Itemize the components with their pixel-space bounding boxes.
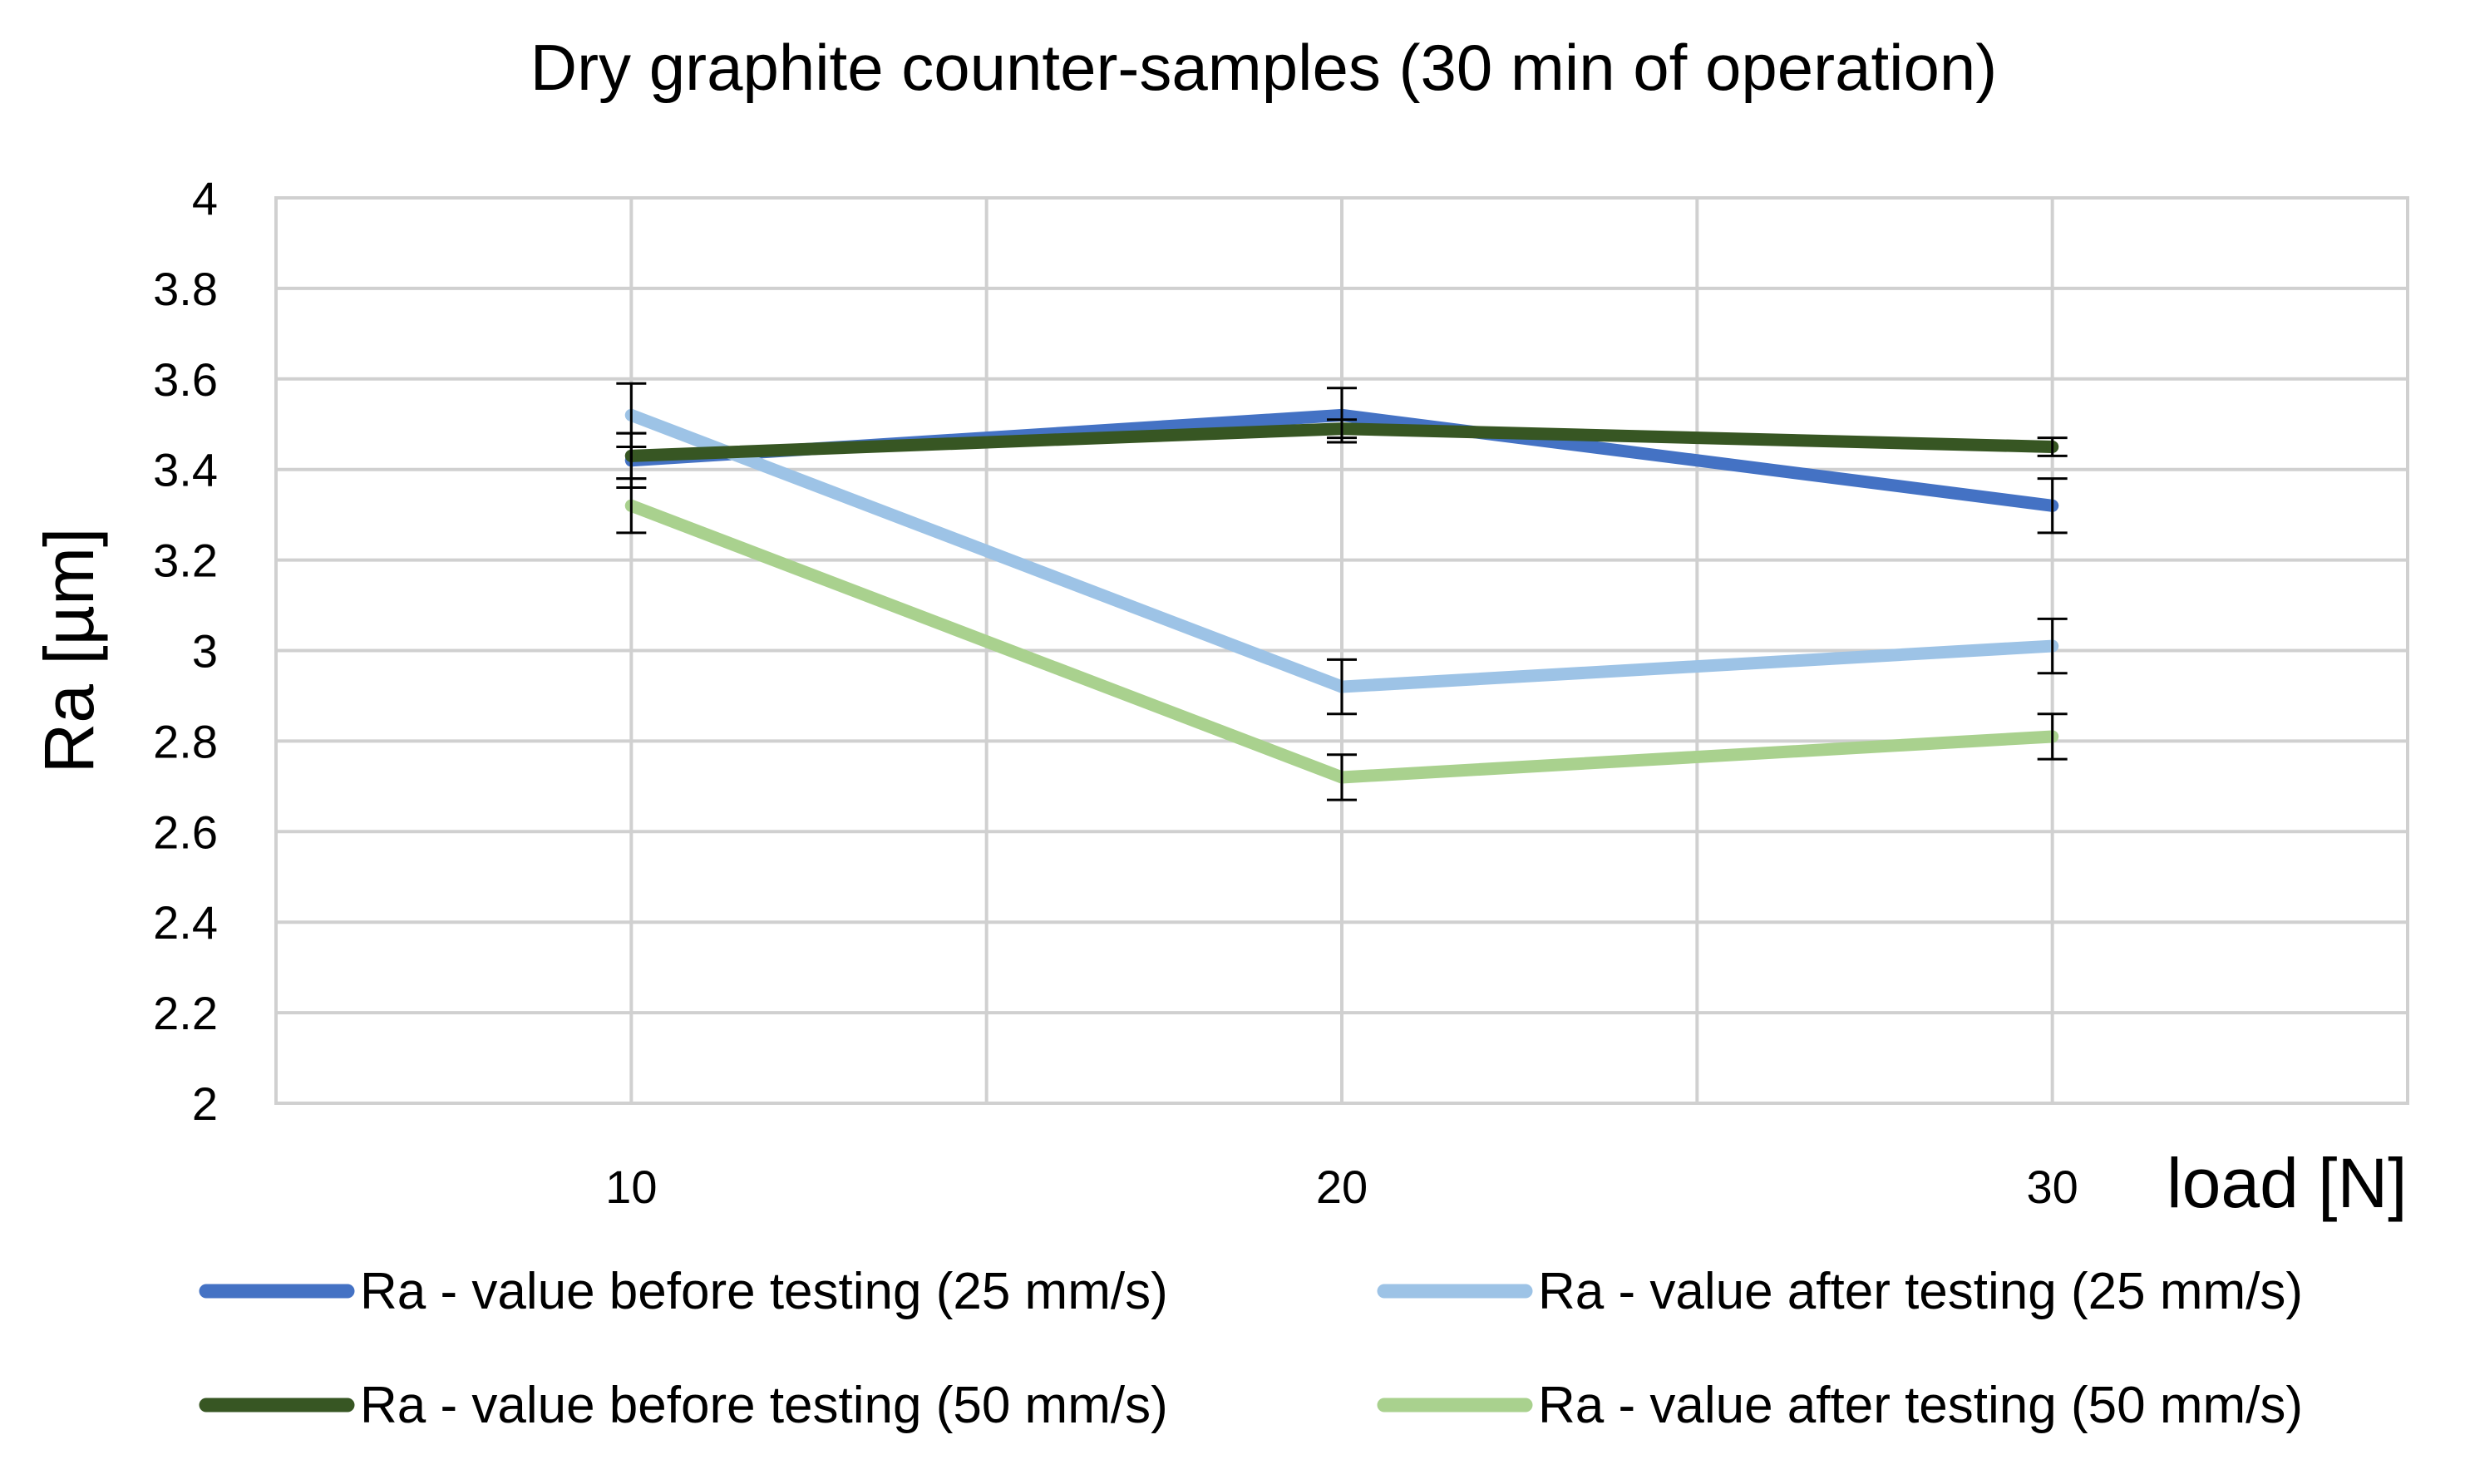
error-bar: [2037, 436, 2068, 457]
chart-title: Dry graphite counter-samples (30 min of …: [530, 31, 1997, 104]
y-tick-label: 3.2: [153, 535, 218, 587]
x-tick-label: 10: [605, 1161, 657, 1213]
legend: Ra - value before testing (25 mm/s) Ra - …: [199, 1263, 2303, 1434]
x-axis-label: load [N]: [2167, 1144, 2408, 1222]
error-bar: [2037, 617, 2068, 675]
error-bar: [616, 477, 647, 535]
y-tick-label: 2.2: [153, 987, 218, 1039]
y-tick-label: 4: [192, 172, 218, 224]
error-bar: [2037, 477, 2068, 535]
x-tick-label: 30: [2027, 1161, 2078, 1213]
legend-label: Ra - value before testing (25 mm/s): [360, 1263, 1168, 1320]
legend-label: Ra - value after testing (25 mm/s): [1538, 1263, 2303, 1320]
y-axis-label: Ra [µm]: [30, 528, 108, 774]
y-tick-label: 2: [192, 1077, 218, 1130]
legend-item: Ra - value after testing (25 mm/s): [1377, 1263, 2303, 1320]
legend-label: Ra - value after testing (50 mm/s): [1538, 1377, 2303, 1434]
error-bar: [1327, 418, 1357, 440]
x-axis-ticks: 10 20 30: [605, 1161, 2078, 1213]
y-tick-label: 2.4: [153, 896, 218, 949]
legend-item: Ra - value before testing (25 mm/s): [199, 1263, 1168, 1320]
plot-area-border: [274, 196, 2409, 1105]
legend-label: Ra - value before testing (50 mm/s): [360, 1377, 1168, 1434]
error-bars: [616, 382, 2068, 801]
y-axis-ticks: 2 2.2 2.4 2.6 2.8 3 3.2 3.4 3.6 3.8 4: [153, 172, 218, 1130]
y-tick-label: 3.4: [153, 444, 218, 496]
y-tick-label: 3.6: [153, 353, 218, 406]
grid-lines: [274, 196, 2409, 1105]
x-tick-label: 20: [1316, 1161, 1368, 1213]
y-tick-label: 3.8: [153, 263, 218, 315]
y-tick-label: 2.6: [153, 806, 218, 858]
legend-item: Ra - value before testing (50 mm/s): [199, 1377, 1168, 1434]
legend-item: Ra - value after testing (50 mm/s): [1377, 1377, 2303, 1434]
y-tick-label: 2.8: [153, 715, 218, 767]
error-bar: [1327, 658, 1357, 716]
error-bar: [1327, 753, 1357, 801]
y-tick-label: 3: [192, 625, 218, 678]
error-bar: [2037, 712, 2068, 761]
